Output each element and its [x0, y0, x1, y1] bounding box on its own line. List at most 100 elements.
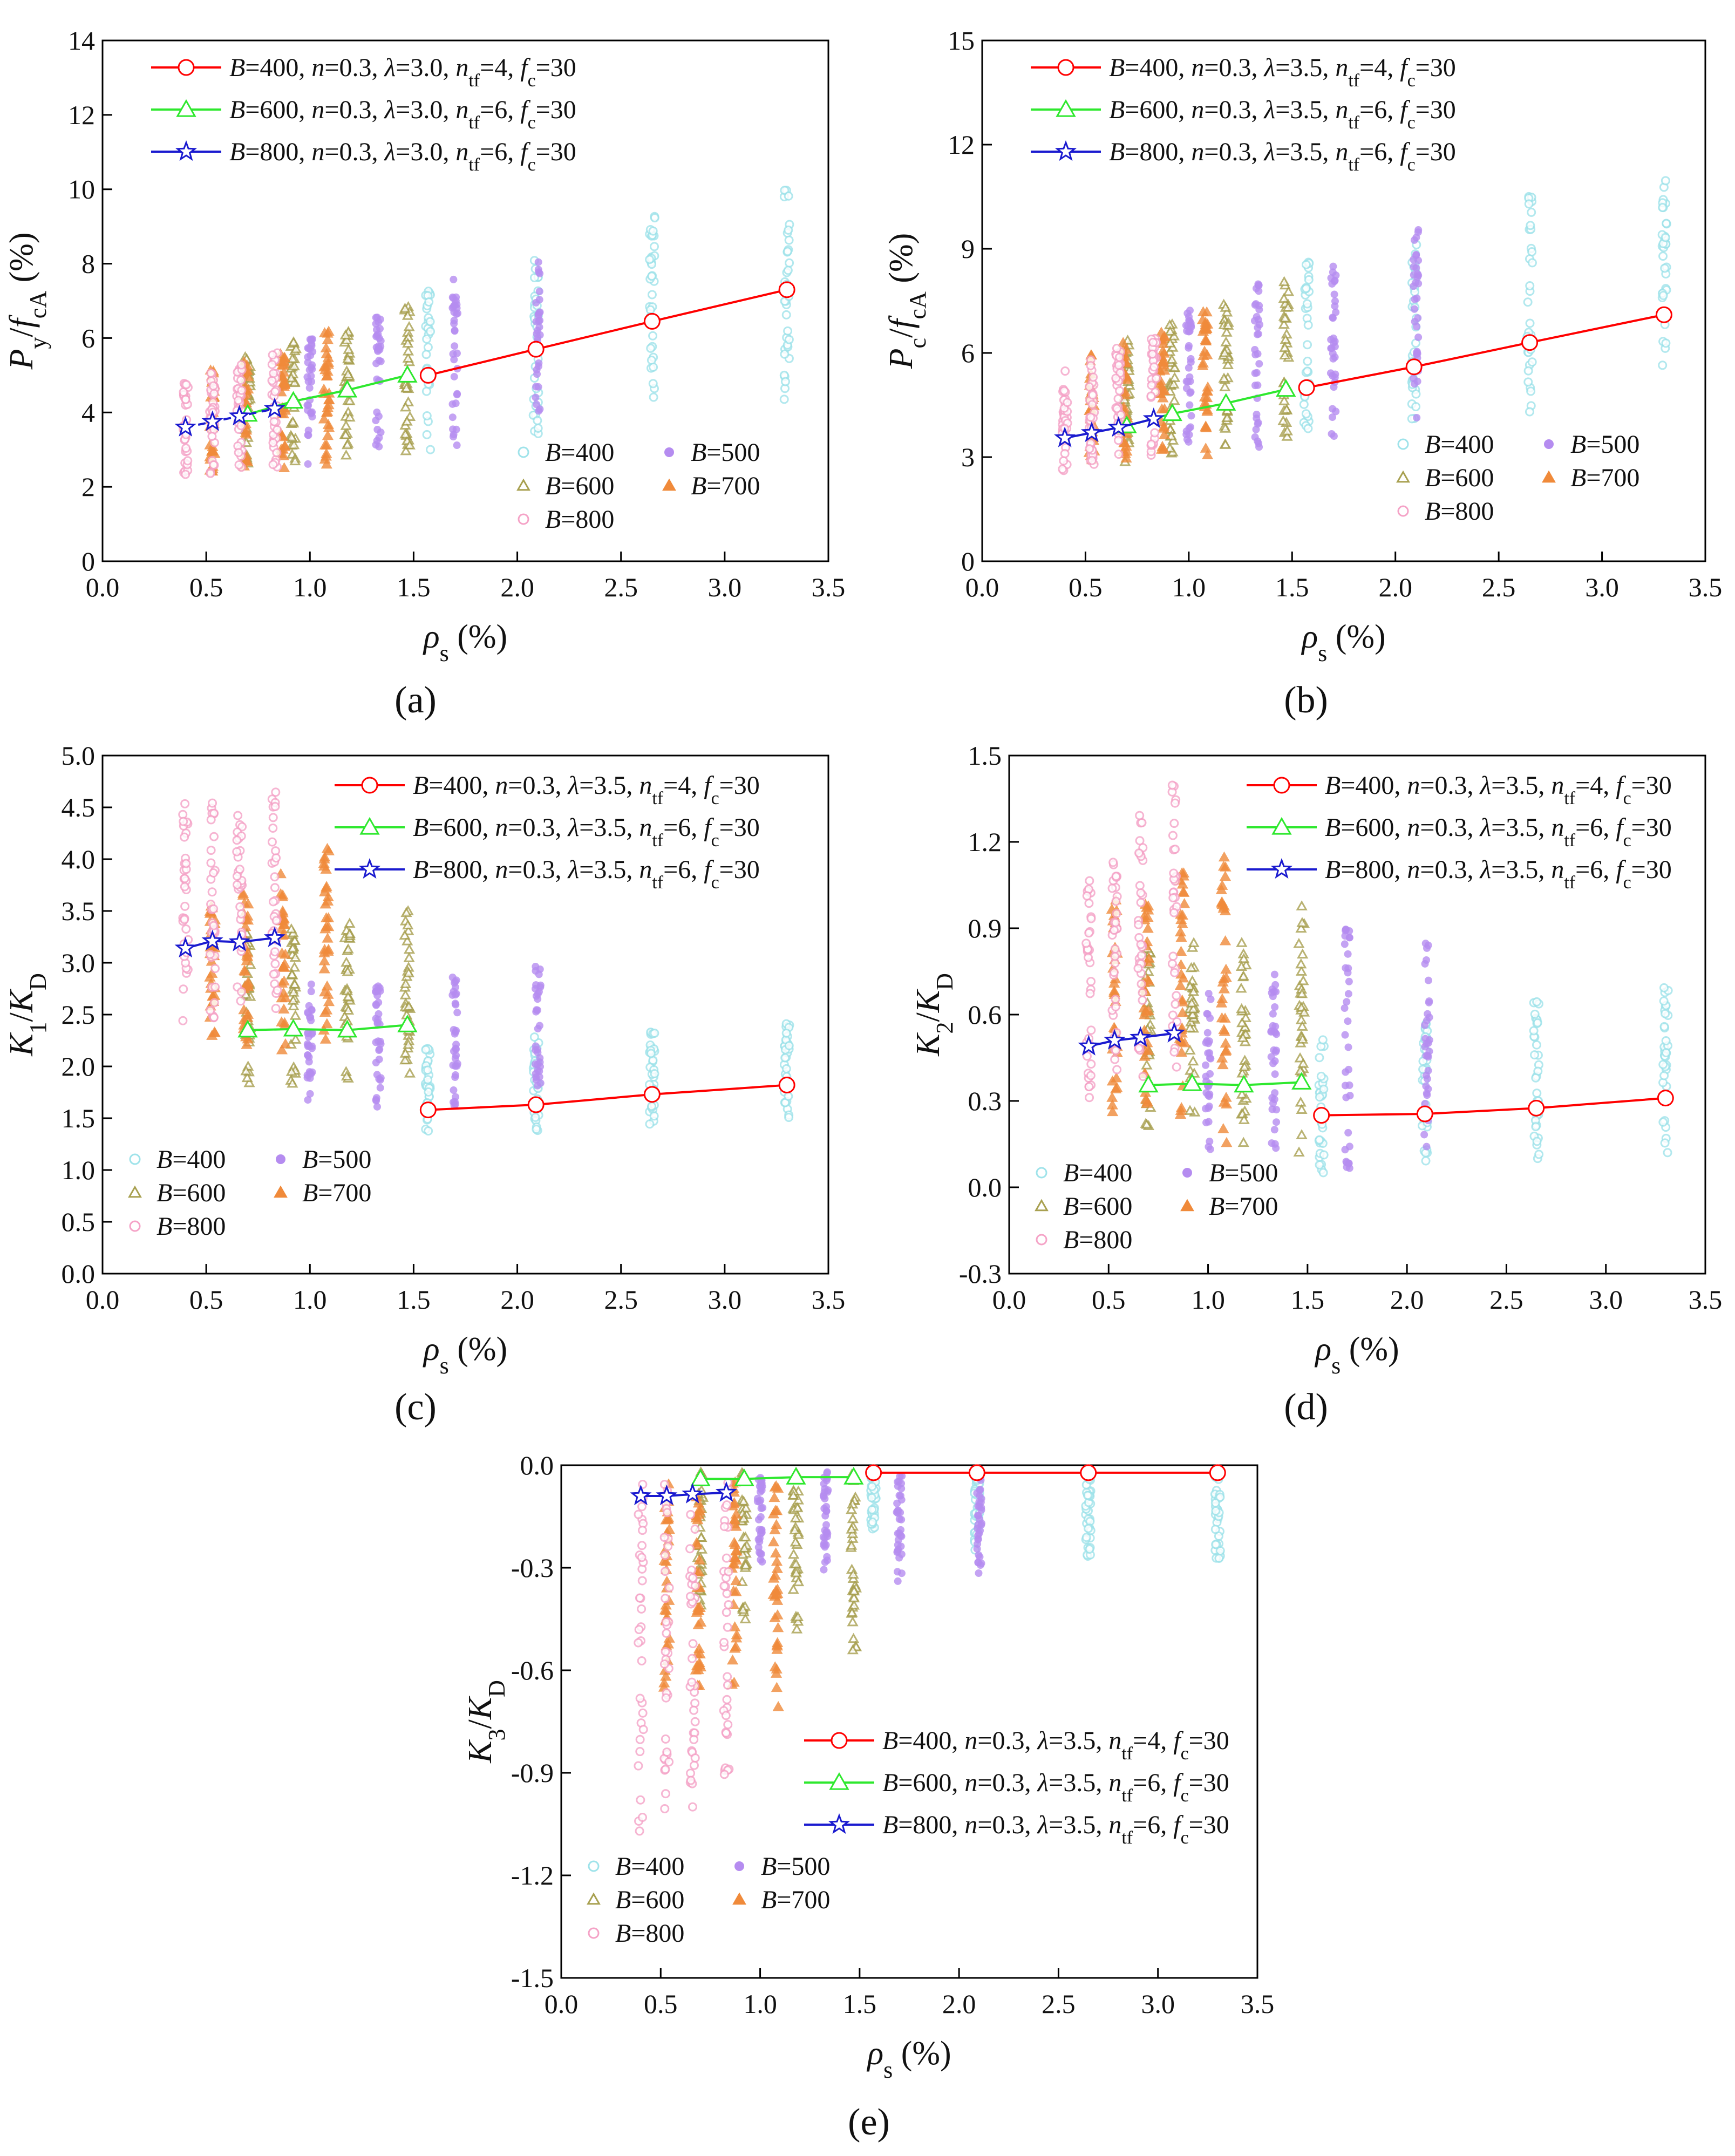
scatter-point [1168, 951, 1178, 961]
legend-marker [359, 817, 380, 835]
scatter-point [756, 1526, 764, 1534]
x-tick-label: 2.0 [500, 1284, 534, 1315]
scatter-point [1296, 1129, 1308, 1139]
scatter-point [375, 1075, 383, 1083]
scatter-point [234, 448, 243, 458]
scatter-point [1111, 373, 1121, 383]
scatter-point [268, 897, 278, 907]
series-point [1080, 1464, 1097, 1481]
scatter-point [1221, 1137, 1233, 1147]
scatter-point [1421, 940, 1430, 948]
x-tick-label: 0.5 [189, 572, 223, 602]
y-tick-label: 4 [81, 397, 95, 427]
scatter-point [532, 1042, 540, 1050]
scatter-point [638, 1725, 648, 1735]
scatter-point [660, 1550, 670, 1560]
scatter-point [685, 1592, 695, 1601]
y-tick-label: 0.6 [968, 999, 1002, 1030]
scatter-point [289, 978, 301, 989]
scatter-point [663, 1541, 673, 1551]
scatter-point [648, 226, 658, 236]
x-tick-label: 1.5 [397, 1284, 431, 1315]
scatter-point [726, 1654, 739, 1665]
scatter-point [1112, 404, 1122, 413]
scatter-point [1658, 1060, 1668, 1070]
scatter-point [867, 1505, 877, 1514]
scatter-point [659, 1533, 669, 1542]
scatter-point [659, 1659, 669, 1669]
scatter-point [1250, 317, 1258, 325]
scatter-point [791, 1623, 803, 1634]
scatter-point [1658, 251, 1668, 261]
scatter-point [1158, 444, 1170, 454]
chart-panel-e: -1.5-1.2-0.9-0.6-0.30.00.0 0.5 1.0 1.5 2.0 2.… [462, 1450, 1274, 2143]
scatter-point [1177, 886, 1189, 896]
scatter-point [1269, 1099, 1277, 1107]
scatter-point [304, 1096, 312, 1104]
scatter-point [636, 1795, 645, 1805]
scatter-point [1282, 285, 1295, 296]
series-point [1405, 358, 1423, 376]
x-tick-label: 0.0 [86, 572, 120, 602]
scatter-point [1113, 436, 1123, 445]
scatter-point [340, 420, 352, 430]
scatter-point [781, 310, 791, 319]
scatter-legend-marker [128, 1185, 142, 1198]
scatter-point [781, 1064, 791, 1073]
scatter-point [1202, 1119, 1210, 1127]
scatter-point [307, 410, 315, 418]
scatter-point [373, 314, 381, 322]
scatter-point [784, 1112, 794, 1122]
scatter-point [1218, 372, 1230, 383]
scatter-point [1201, 306, 1213, 317]
scatter-point [1086, 1059, 1096, 1069]
scatter-point [719, 1581, 729, 1591]
scatter-point [180, 882, 189, 892]
scatter-point [318, 413, 330, 424]
scatter-point [401, 416, 413, 426]
scatter-point [897, 1485, 906, 1493]
scatter-point [1414, 226, 1423, 234]
scatter-point [1423, 1142, 1431, 1151]
y-tick-label: 10 [68, 174, 95, 205]
scatter-point [1421, 1156, 1431, 1166]
scatter-point [205, 949, 215, 959]
scatter-point [234, 460, 244, 470]
scatter-point [770, 1505, 781, 1515]
scatter-point [424, 1087, 433, 1097]
scatter-point [1155, 416, 1167, 426]
scatter-point [179, 387, 188, 397]
scatter-point [1273, 1118, 1281, 1126]
scatter-point [1135, 811, 1145, 820]
scatter-point [719, 1637, 729, 1647]
scatter-point [1523, 377, 1533, 387]
scatter-point [1164, 325, 1176, 336]
scatter-point [847, 1616, 859, 1627]
series-legend: B=400, n=0.3, λ=3.5, ntf=4, fc=30 B=600, … [1031, 53, 1456, 175]
scatter-point [1146, 391, 1156, 401]
scatter-point [1523, 297, 1533, 307]
scatter-point [661, 1789, 670, 1799]
scatter-point [1109, 968, 1119, 977]
scatter-point [1205, 1142, 1213, 1151]
panel-tag: (b) [1284, 679, 1328, 721]
scatter-point [1201, 404, 1214, 414]
scatter-point [660, 1804, 670, 1814]
series-point [397, 365, 418, 383]
scatter-point [535, 309, 543, 317]
scatter-point [770, 1547, 782, 1558]
scatter-legend-label: B=700 [1209, 1192, 1278, 1221]
scatter-point [1220, 1037, 1231, 1048]
scatter-point [1282, 301, 1294, 312]
scatter-point [772, 1583, 784, 1594]
x-tick-label: 3.0 [1585, 572, 1619, 602]
scatter-point [690, 1698, 700, 1708]
scatter-point [730, 1575, 742, 1586]
scatter-point [1210, 1525, 1220, 1534]
scatter-point [1083, 1491, 1092, 1500]
scatter-point [1058, 464, 1067, 474]
scatter-point [976, 1527, 984, 1535]
scatter-point [268, 438, 278, 447]
scatter-point [821, 1485, 829, 1493]
scatter-point [1060, 448, 1070, 458]
